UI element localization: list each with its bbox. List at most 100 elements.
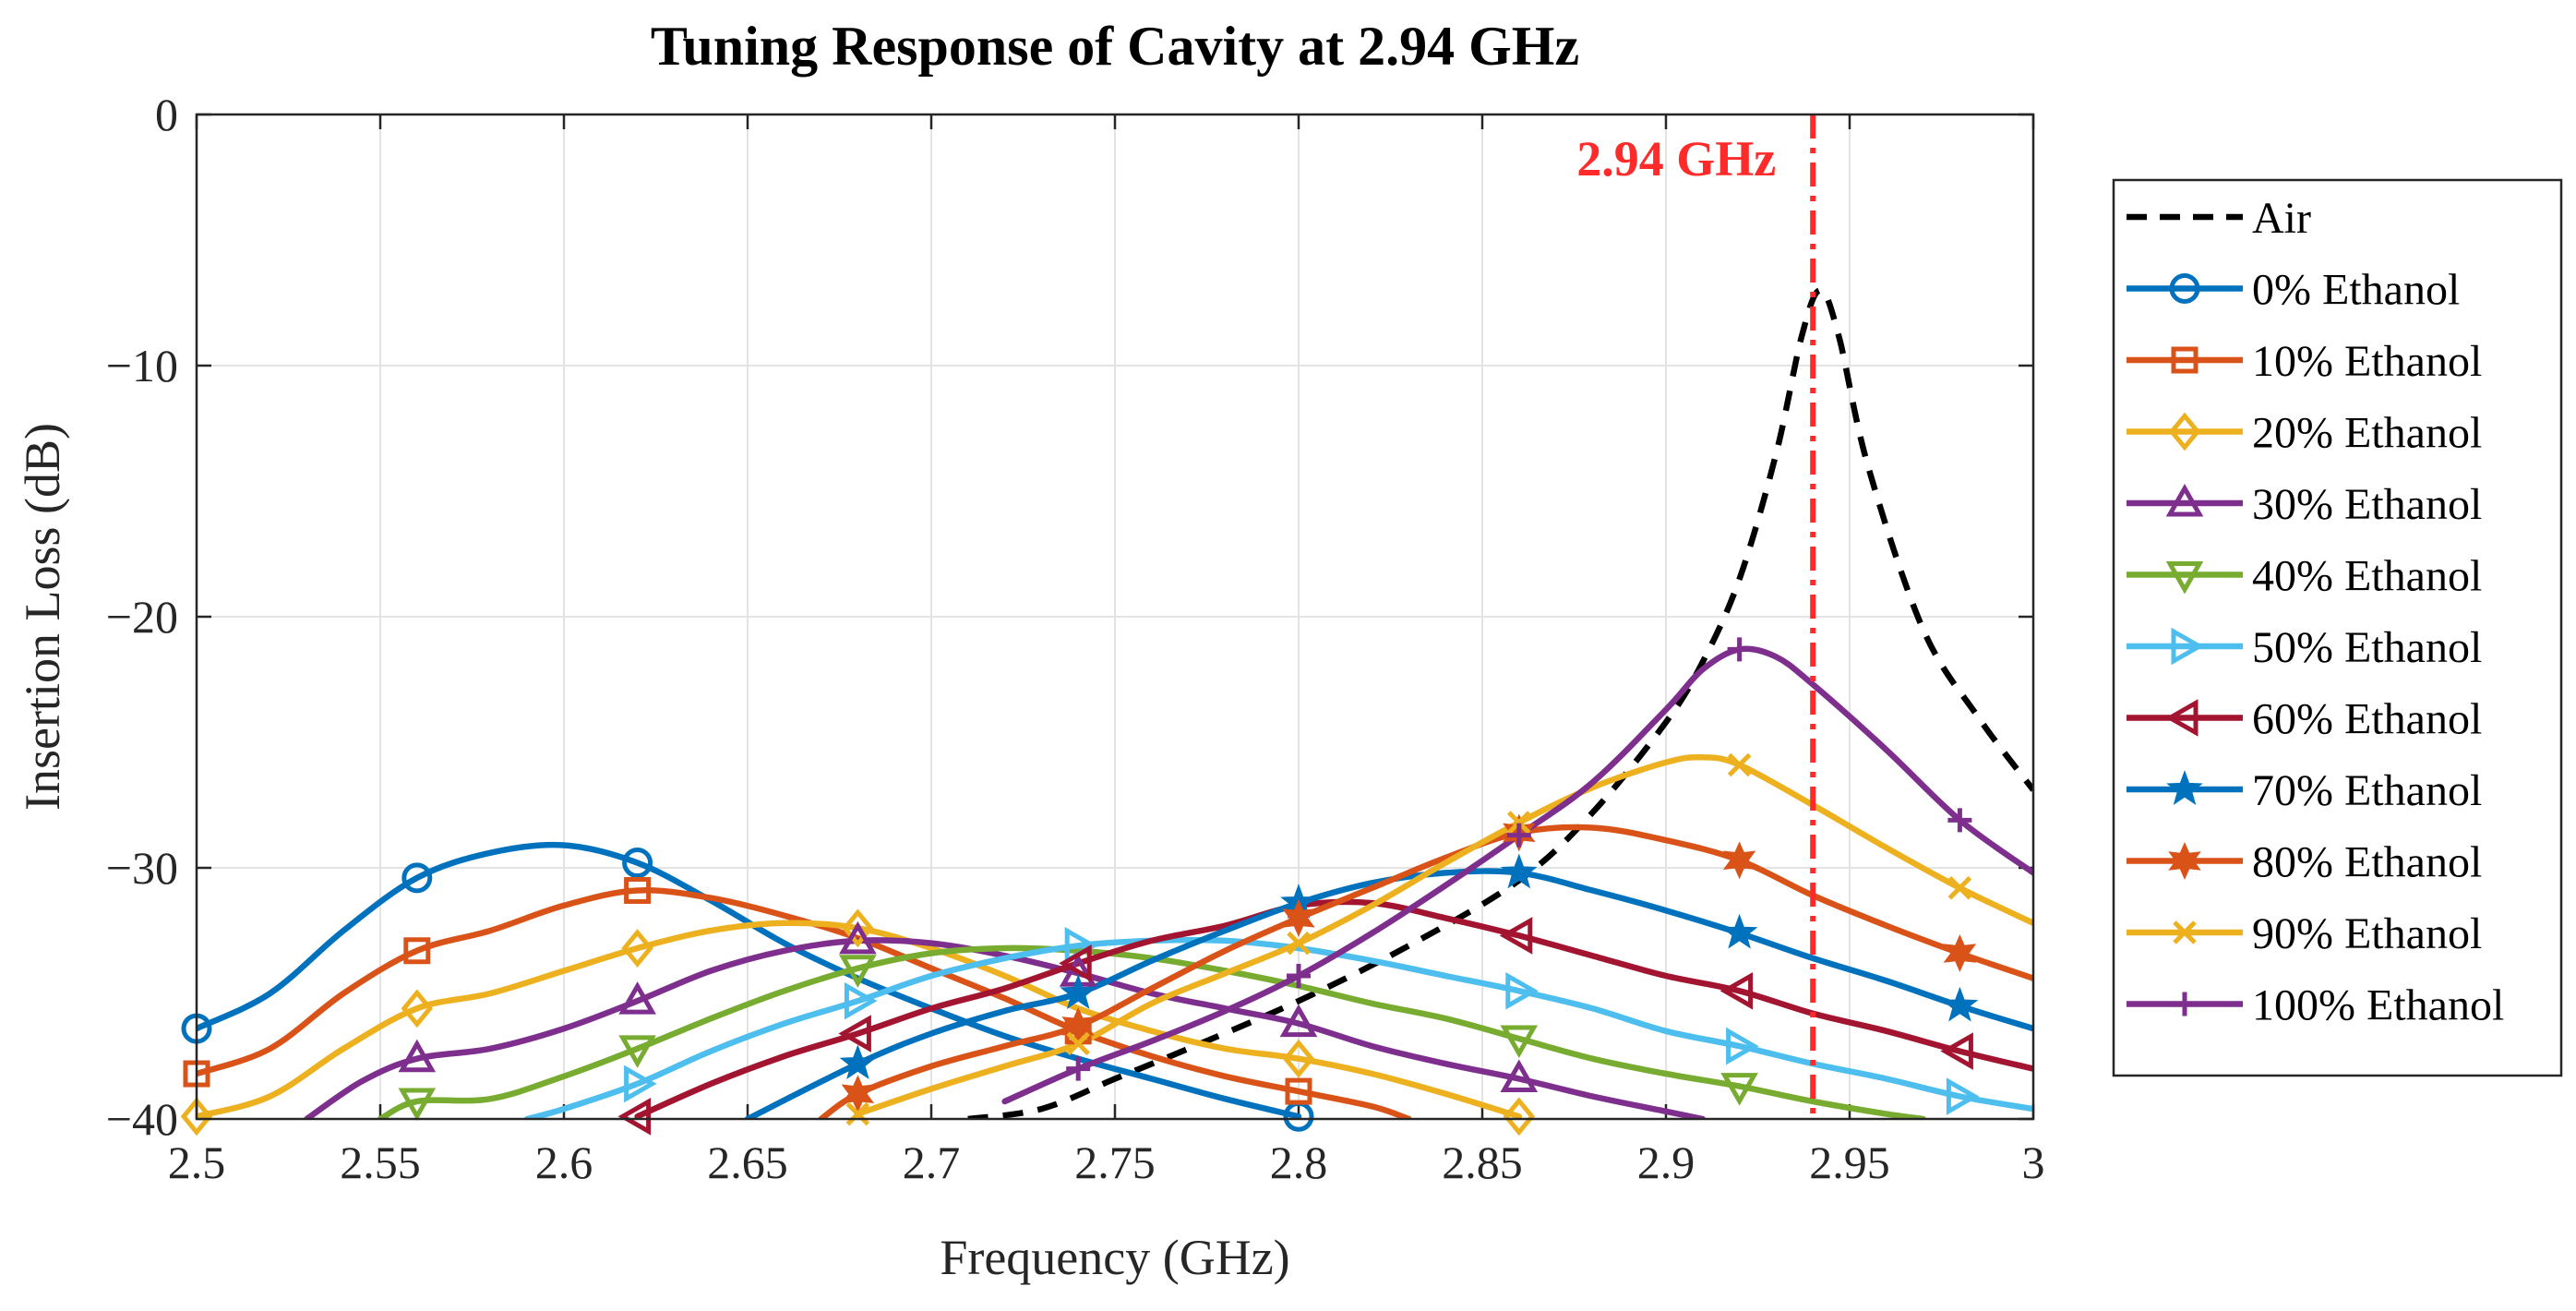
x-tick-label: 2.8 [1270,1137,1328,1188]
x-tick-label: 2.65 [707,1137,788,1188]
data-point-50-pct-ethanol [1946,1077,1980,1115]
legend-marker [2171,346,2199,374]
legend-item-10-pct-ethanol: 10% Ethanol [2127,337,2482,386]
data-point-30-pct-ethanol [1279,1004,1318,1038]
data-point-30-pct-ethanol [1500,1059,1539,1092]
series-line-50-pct-ethanol [523,936,2033,1119]
x-tick-label: 2.85 [1442,1137,1523,1188]
legend-label: 20% Ethanol [2252,409,2482,458]
data-point-60-pct-ethanol [1499,917,1533,955]
data-point-100-pct-ethanol [1066,1056,1091,1081]
data-point-90-pct-ethanol [1727,752,1752,777]
legend-item-80-pct-ethanol: 80% Ethanol [2127,838,2482,887]
data-point-70-pct-ethanol [1941,986,1979,1022]
data-point-70-pct-ethanol [1060,974,1097,1009]
data-point-20-pct-ethanol [1282,1039,1315,1078]
legend-marker [2165,483,2204,517]
legend-marker [2164,699,2199,737]
series-line-90-pct-ethanol [855,753,2033,1117]
data-point-50-pct-ethanol [1505,971,1539,1010]
x-tick-label: 2.95 [1809,1137,1890,1188]
data-point-60-pct-ethanol [1719,971,1754,1010]
y-tick-label: −30 [106,842,178,894]
data-point-40-pct-ethanol [839,955,877,988]
legend-label: 100% Ethanol [2252,981,2504,1030]
data-point-20-pct-ethanol [621,929,653,968]
data-point-100-pct-ethanol [1506,823,1531,848]
legend-item-air: Air [2127,194,2311,243]
y-axis-label: Insertion Loss (dB) [15,423,70,811]
plot-frame [195,113,2035,1121]
legend-label: 10% Ethanol [2252,337,2482,386]
data-point-0-pct-ethanol [401,862,433,894]
data-point-70-pct-ethanol [1720,913,1758,949]
y-tick-label: −10 [106,340,178,391]
data-point-80-pct-ethanol [1943,934,1977,972]
data-point-40-pct-ethanol [618,1035,656,1068]
data-point-40-pct-ethanol [1720,1073,1758,1106]
legend-marker [2166,770,2203,805]
legend-item-100-pct-ethanol: 100% Ethanol [2127,981,2504,1030]
legend-label: 90% Ethanol [2252,909,2482,958]
legend-item-30-pct-ethanol: 30% Ethanol [2127,480,2482,529]
y-tick-label: −40 [106,1093,178,1145]
legend-marker [2165,561,2204,595]
data-point-30-pct-ethanol [839,920,877,955]
annotation-layer: 2.94 GHz [1576,114,1816,1119]
y-tick-label: −20 [106,591,178,643]
data-point-90-pct-ethanol [1066,1031,1090,1056]
data-point-70-pct-ethanol [1500,853,1538,889]
x-tick-label: 2.5 [168,1137,226,1188]
data-point-40-pct-ethanol [1500,1025,1539,1058]
data-point-70-pct-ethanol [839,1044,877,1080]
legend: Air 0% Ethanol 10% Ethanol 20% Ethanol 30% E… [2112,178,2563,1077]
data-point-50-pct-ethanol [1726,1027,1759,1065]
legend-marker [2171,627,2205,666]
chart-title: Tuning Response of Cavity at 2.94 GHz [651,16,1579,77]
legend-marker [2168,842,2201,880]
data-point-100-pct-ethanol [1287,963,1311,988]
legend-label: 60% Ethanol [2252,695,2482,744]
legend-label: 30% Ethanol [2252,480,2482,529]
data-point-80-pct-ethanol [1722,841,1756,880]
legend-marker [2173,992,2197,1016]
legend-label: 0% Ethanol [2252,266,2460,315]
series-line-80-pct-ethanol [818,824,2033,1119]
data-point-100-pct-ethanol [1727,637,1752,662]
series-line-0-pct-ethanol [197,841,1302,1119]
data-point-50-pct-ethanol [624,1064,657,1103]
x-axis-label: Frequency (GHz) [940,1230,1289,1285]
data-point-60-pct-ethanol [838,1015,871,1052]
data-point-90-pct-ethanol [1287,931,1311,956]
data-point-60-pct-ethanol [1940,1032,1973,1070]
legend-label: 80% Ethanol [2252,838,2482,887]
data-point-10-pct-ethanol [624,876,652,904]
x-tick-label: 3 [2022,1137,2045,1188]
data-point-60-pct-ethanol [1059,944,1092,982]
legend-label: Air [2252,194,2311,243]
data-point-80-pct-ethanol [841,1075,875,1113]
data-point-80-pct-ethanol [1282,898,1315,937]
tick-labels: 2.5 2.55 2.6 2.65 2.7 2.75 2.8 2.85 2.9 2.95 3 0 −10… [106,89,2045,1188]
marker-layer [180,637,1980,1137]
data-point-60-pct-ethanol [617,1097,652,1136]
annotation-label: 2.94 GHz [1576,131,1776,186]
x-tick-label: 2.9 [1637,1137,1695,1188]
legend-item-40-pct-ethanol: 40% Ethanol [2127,552,2482,601]
data-point-90-pct-ethanol [1947,875,1972,900]
data-point-20-pct-ethanol [1503,1097,1536,1137]
data-point-20-pct-ethanol [401,989,434,1028]
legend-item-90-pct-ethanol: 90% Ethanol [2127,909,2482,958]
y-tick-label: 0 [155,89,178,140]
data-point-10-pct-ethanol [1285,1077,1312,1105]
legend-item-70-pct-ethanol: 70% Ethanol [2127,766,2482,815]
legend-label: 50% Ethanol [2252,623,2482,672]
legend-item-60-pct-ethanol: 60% Ethanol [2127,695,2482,744]
data-point-40-pct-ethanol [398,1088,437,1121]
data-point-100-pct-ethanol [1947,808,1972,833]
data-point-0-pct-ethanol [622,848,653,879]
data-point-90-pct-ethanol [845,1101,870,1126]
legend-marker [2168,412,2201,451]
